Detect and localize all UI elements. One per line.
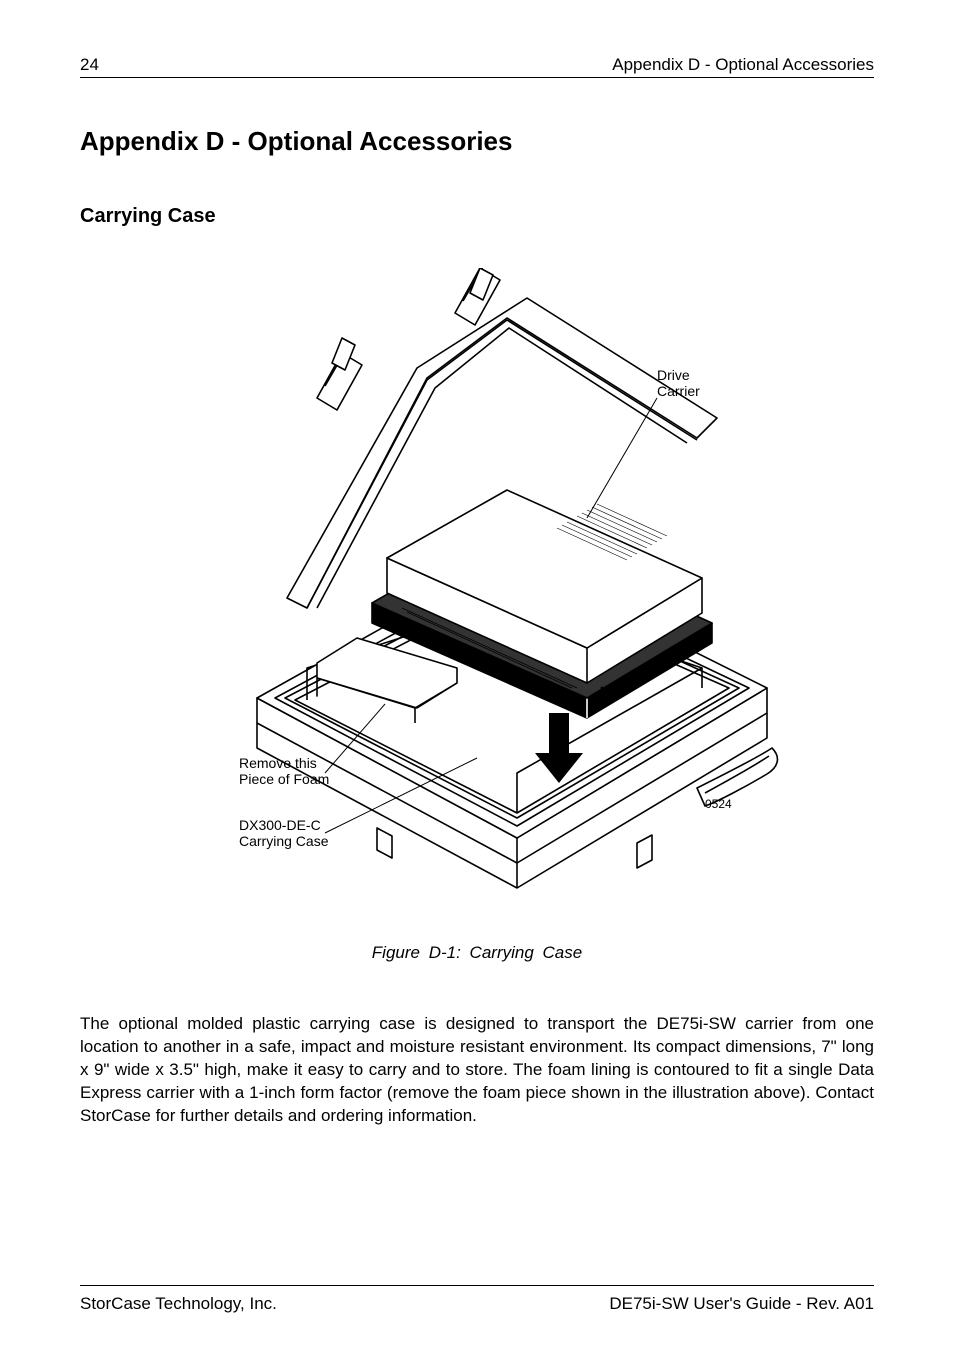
- footer-doc: DE75i-SW User's Guide - Rev. A01: [609, 1294, 874, 1314]
- label-drive-carrier-l2: Carrier: [657, 383, 700, 399]
- label-model-l1: DX300-DE-C: [239, 817, 321, 833]
- carrying-case-illustration: Drive Carrier Remove this Piece of Foam …: [157, 268, 797, 908]
- section-title: Carrying Case: [80, 205, 874, 228]
- latch-left: [317, 338, 362, 410]
- header-title: Appendix D - Optional Accessories: [612, 55, 874, 75]
- figure-caption: Figure D-1: Carrying Case: [80, 943, 874, 963]
- label-foam-l1: Remove this: [239, 755, 317, 771]
- page-footer: StorCase Technology, Inc. DE75i-SW User'…: [80, 1285, 874, 1314]
- label-model-l2: Carrying Case: [239, 833, 329, 849]
- label-foam-l2: Piece of Foam: [239, 771, 329, 787]
- label-drive-carrier-l1: Drive: [657, 367, 690, 383]
- carrying-case-figure: Drive Carrier Remove this Piece of Foam …: [80, 268, 874, 913]
- page-header: 24 Appendix D - Optional Accessories: [80, 55, 874, 78]
- page-number: 24: [80, 55, 99, 75]
- appendix-title: Appendix D - Optional Accessories: [80, 126, 874, 157]
- latch-right: [455, 268, 500, 325]
- figure-code: 0524: [705, 797, 732, 811]
- body-paragraph: The optional molded plastic carrying cas…: [80, 1013, 874, 1128]
- footer-company: StorCase Technology, Inc.: [80, 1294, 277, 1314]
